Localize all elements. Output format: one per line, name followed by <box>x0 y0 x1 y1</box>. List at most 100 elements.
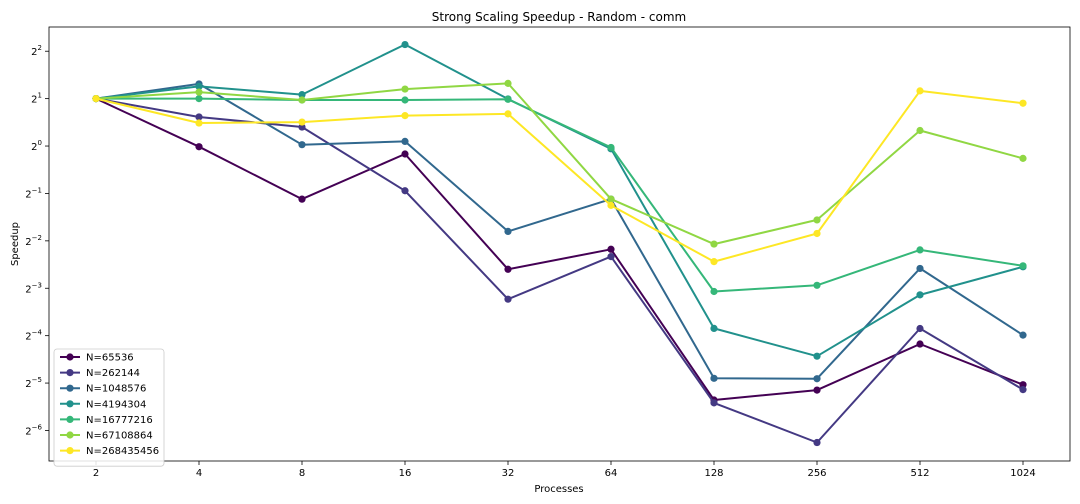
y-tick-base: 2 <box>31 142 37 153</box>
data-point <box>916 324 924 333</box>
data-point <box>195 88 203 96</box>
y-tick-base: 2 <box>25 237 31 248</box>
data-point <box>916 340 924 348</box>
x-axis-ticks: 2 4 8 16 32 64 128 256 512 1024 <box>93 461 1036 479</box>
x-tick-label: 64 <box>605 468 618 479</box>
series-N=67108864 <box>92 79 1027 248</box>
data-point <box>710 399 718 407</box>
data-point <box>504 265 512 273</box>
data-point <box>607 253 615 261</box>
legend: N=65536 N=262144 N=1048576 N=4194304 N=16777… <box>53 348 165 467</box>
data-point <box>195 95 203 103</box>
series-line <box>95 89 1024 263</box>
data-point <box>504 110 512 118</box>
data-point <box>298 118 306 126</box>
series-line <box>95 97 1024 401</box>
data-point <box>813 216 821 224</box>
series-layer <box>92 40 1027 447</box>
y-tick-label: 2−3 <box>25 281 42 295</box>
data-point <box>504 79 512 87</box>
data-point <box>195 82 203 91</box>
data-point <box>813 281 821 289</box>
data-point <box>607 195 615 203</box>
legend-label: N=67108864 <box>86 431 153 442</box>
y-tick-base: 2 <box>31 95 37 106</box>
x-tick-label: 8 <box>299 468 305 479</box>
data-point <box>401 112 409 120</box>
y-tick-label: 2−4 <box>25 329 42 343</box>
data-point <box>298 96 306 104</box>
data-point <box>813 386 821 394</box>
data-point <box>92 95 100 103</box>
legend-swatch-marker <box>66 447 74 455</box>
data-point <box>401 40 409 49</box>
data-point <box>607 143 615 152</box>
data-point <box>710 287 718 296</box>
data-point <box>916 264 924 273</box>
x-tick-label: 128 <box>704 468 723 479</box>
legend-label: N=262144 <box>86 368 140 379</box>
x-axis-label: Processes <box>534 484 583 495</box>
data-point <box>710 258 718 266</box>
y-tick-base: 2 <box>25 189 31 200</box>
series-line <box>95 82 1024 380</box>
legend-swatch-marker <box>66 353 74 361</box>
legend-swatch-marker <box>66 384 74 392</box>
legend-swatch-marker <box>66 369 74 377</box>
data-point <box>401 150 409 158</box>
legend-label: N=16777216 <box>86 415 153 426</box>
data-point <box>298 91 306 99</box>
data-point <box>401 137 409 146</box>
y-tick-exponent: 0 <box>38 139 42 147</box>
data-point <box>195 143 203 151</box>
y-tick-base: 2 <box>25 332 31 343</box>
y-tick-base: 2 <box>25 379 31 390</box>
series-line <box>96 97 1024 293</box>
data-point <box>1019 331 1027 339</box>
y-tick-label: 21 <box>31 92 42 106</box>
data-point <box>813 438 821 447</box>
x-tick-label: 1024 <box>1010 468 1035 479</box>
y-tick-exponent: −1 <box>32 186 42 194</box>
data-point <box>607 201 615 209</box>
chart-title: Strong Scaling Speedup - Random - comm <box>432 10 686 24</box>
data-point <box>298 195 306 203</box>
data-point <box>401 187 409 195</box>
x-tick-label: 4 <box>196 468 202 479</box>
y-tick-exponent: 2 <box>38 44 42 52</box>
data-point <box>195 113 203 121</box>
y-tick-label: 2−5 <box>25 376 42 390</box>
legend-swatch-marker <box>66 431 74 439</box>
y-tick-label: 2−6 <box>25 423 42 437</box>
data-point <box>916 291 924 299</box>
data-point <box>504 295 512 303</box>
y-tick-exponent: −3 <box>32 281 42 289</box>
data-point <box>916 87 924 95</box>
y-tick-base: 2 <box>25 284 31 295</box>
data-point <box>1019 386 1027 394</box>
data-point <box>298 123 306 131</box>
legend-label: N=268435456 <box>86 446 159 457</box>
legend-swatch-marker <box>66 415 74 423</box>
y-tick-label: 20 <box>31 139 42 153</box>
legend-label: N=1048576 <box>86 384 146 395</box>
y-axis-label: Speedup <box>10 222 21 266</box>
legend-swatch-marker <box>66 400 74 408</box>
legend-box <box>53 348 165 467</box>
data-point <box>504 227 512 236</box>
y-tick-label: 2−1 <box>25 186 42 200</box>
data-point <box>916 246 924 254</box>
data-point <box>1019 262 1027 270</box>
data-point <box>401 85 409 93</box>
y-tick-label: 2−2 <box>25 234 42 248</box>
data-point <box>195 119 203 127</box>
y-tick-exponent: −4 <box>32 329 43 337</box>
legend-label: N=65536 <box>86 353 134 364</box>
data-point <box>916 126 924 135</box>
x-tick-label: 32 <box>502 468 515 479</box>
series-line <box>95 82 1024 246</box>
data-point <box>813 375 821 383</box>
data-point <box>504 95 512 103</box>
legend-label: N=4194304 <box>86 399 146 410</box>
